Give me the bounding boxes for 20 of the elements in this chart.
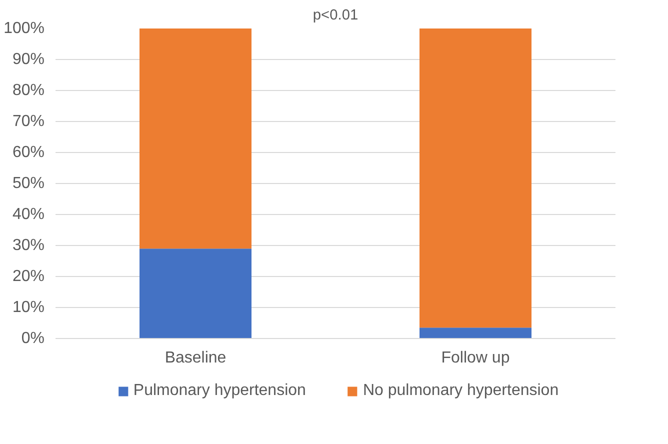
y-tick-label: 50%: [12, 175, 45, 192]
y-tick-label: 20%: [12, 268, 45, 285]
legend-label: Pulmonary hypertension: [133, 382, 306, 400]
bar: [420, 28, 532, 328]
chart-title: p<0.01: [312, 8, 358, 24]
bar: [140, 28, 252, 249]
y-tick-label: 0%: [21, 330, 44, 347]
y-tick-label: 40%: [12, 206, 45, 223]
y-tick-label: 30%: [12, 237, 45, 254]
y-tick-label: 70%: [12, 113, 45, 130]
bar: [420, 328, 532, 338]
legend-label: No pulmonary hypertension: [362, 382, 559, 400]
y-tick-label: 90%: [12, 51, 45, 68]
y-tick-label: 10%: [12, 299, 45, 316]
x-tick-label: Baseline: [164, 350, 226, 366]
x-tick-label: Follow up: [441, 350, 510, 366]
y-tick-label: 100%: [4, 20, 44, 37]
y-tick-label: 80%: [12, 82, 45, 99]
bar: [140, 248, 252, 338]
y-tick-label: 60%: [12, 144, 45, 161]
